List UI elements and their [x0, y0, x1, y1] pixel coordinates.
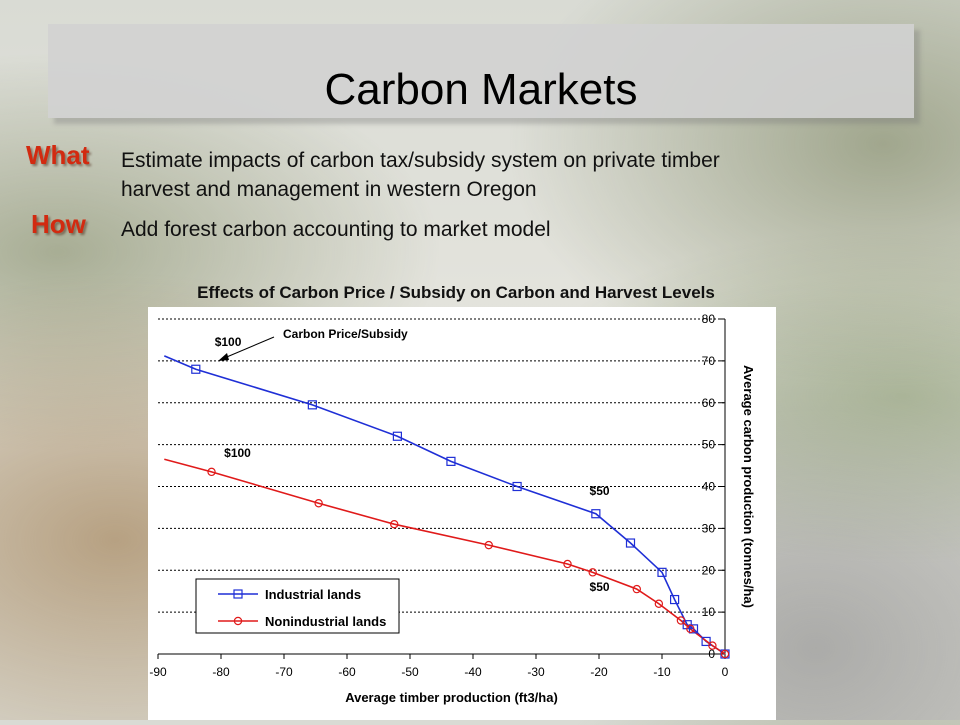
data-point-nonindustrial [720, 649, 730, 659]
label-layer: $100 $100 $50 $50 Carbon Price/Subsidy [215, 327, 610, 594]
legend-label: Industrial lands [265, 587, 361, 602]
chart-title: Effects of Carbon Price / Subsidy on Car… [197, 283, 715, 302]
data-point-nonindustrial [563, 559, 572, 569]
y-tick-label: 20 [702, 563, 716, 577]
how-heading: How [31, 209, 86, 239]
x-tick-label: -50 [401, 665, 419, 679]
what-text-line1: Estimate impacts of carbon tax/subsidy s… [121, 149, 720, 172]
x-tick-label: -10 [653, 665, 671, 679]
how-text: Add forest carbon accounting to market m… [121, 218, 551, 241]
annotation-arrow-head [218, 353, 229, 361]
x-tick-label: -40 [464, 665, 482, 679]
y-tick-label: 10 [702, 605, 716, 619]
data-point-nonindustrial [588, 568, 597, 577]
data-point-nonindustrial [686, 624, 695, 634]
x-tick-label: -60 [338, 665, 356, 679]
what-text-line2: harvest and management in western Oregon [121, 178, 537, 201]
slide-title: Carbon Markets [324, 65, 638, 114]
legend-label: Nonindustrial lands [265, 614, 386, 629]
chart-panel: -90 -80 -70 -60 -50 -40 -30 -20 -10 0 0 10 20 30 40 50 6… [148, 307, 776, 720]
y-tick-label: 0 [708, 647, 715, 661]
data-point-nonindustrial [484, 540, 493, 550]
annotation-carbon-price: Carbon Price/Subsidy [283, 327, 408, 341]
series-line-industrial [163, 355, 726, 655]
data-point-nonindustrial [654, 599, 664, 608]
what-heading: What [26, 140, 90, 170]
price-label: $50 [590, 580, 610, 594]
data-point-nonindustrial [314, 499, 323, 508]
grid-layer [158, 318, 725, 613]
data-point-industrial [701, 636, 711, 647]
y-tick-label: 70 [702, 354, 716, 368]
legend-box [195, 578, 400, 634]
price-label: $100 [224, 446, 251, 460]
x-tick-label: -90 [149, 665, 167, 679]
y-tick-label: 30 [702, 521, 716, 535]
data-point-industrial [191, 364, 201, 374]
x-tick-label: -30 [527, 665, 545, 679]
annotation-arrow-line [221, 336, 275, 360]
price-label: $100 [215, 335, 242, 349]
data-point-industrial [625, 538, 636, 548]
x-tick-label: -70 [275, 665, 293, 679]
data-point-industrial [669, 594, 680, 605]
chart-svg: -90 -80 -70 -60 -50 -40 -30 -20 -10 00 10 20 30 40 50 6… [149, 312, 756, 705]
y-tick-label: 60 [702, 396, 716, 410]
data-point-nonindustrial [207, 467, 216, 477]
data-point-nonindustrial [632, 584, 641, 594]
data-point-industrial [591, 509, 601, 519]
axis-layer: -90 -80 -70 -60 -50 -40 -30 -20 -10 00 10 20 30 40 50 6… [149, 312, 756, 705]
legend-marker-square [233, 589, 243, 599]
title-band: Carbon Markets [48, 24, 914, 118]
x-tick-label: -20 [590, 665, 608, 679]
y-axis-label: Average carbon production (tonnes/ha) [741, 365, 756, 608]
x-axis-label: Average timber production (ft3/ha) [345, 690, 558, 705]
data-point-industrial [688, 624, 699, 634]
price-label: $50 [590, 484, 610, 498]
data-point-nonindustrial [390, 519, 399, 529]
legend-layer: Industrial lands Nonindustrial lands [195, 578, 400, 634]
data-point-nonindustrial [708, 641, 717, 650]
data-point-industrial [307, 400, 317, 410]
y-tick-label: 40 [702, 480, 716, 494]
data-point-industrial [512, 481, 522, 492]
data-point-nonindustrial [676, 616, 686, 625]
data-point-industrial [392, 431, 402, 441]
data-point-industrial [657, 567, 667, 577]
y-tick-label: 50 [702, 438, 716, 452]
legend-marker-circle [233, 616, 243, 626]
data-point-industrial [446, 456, 456, 466]
y-tick-label: 80 [702, 312, 716, 326]
x-tick-label: -80 [212, 665, 230, 679]
x-tick-label: 0 [722, 665, 729, 679]
marker-layer [191, 364, 730, 659]
